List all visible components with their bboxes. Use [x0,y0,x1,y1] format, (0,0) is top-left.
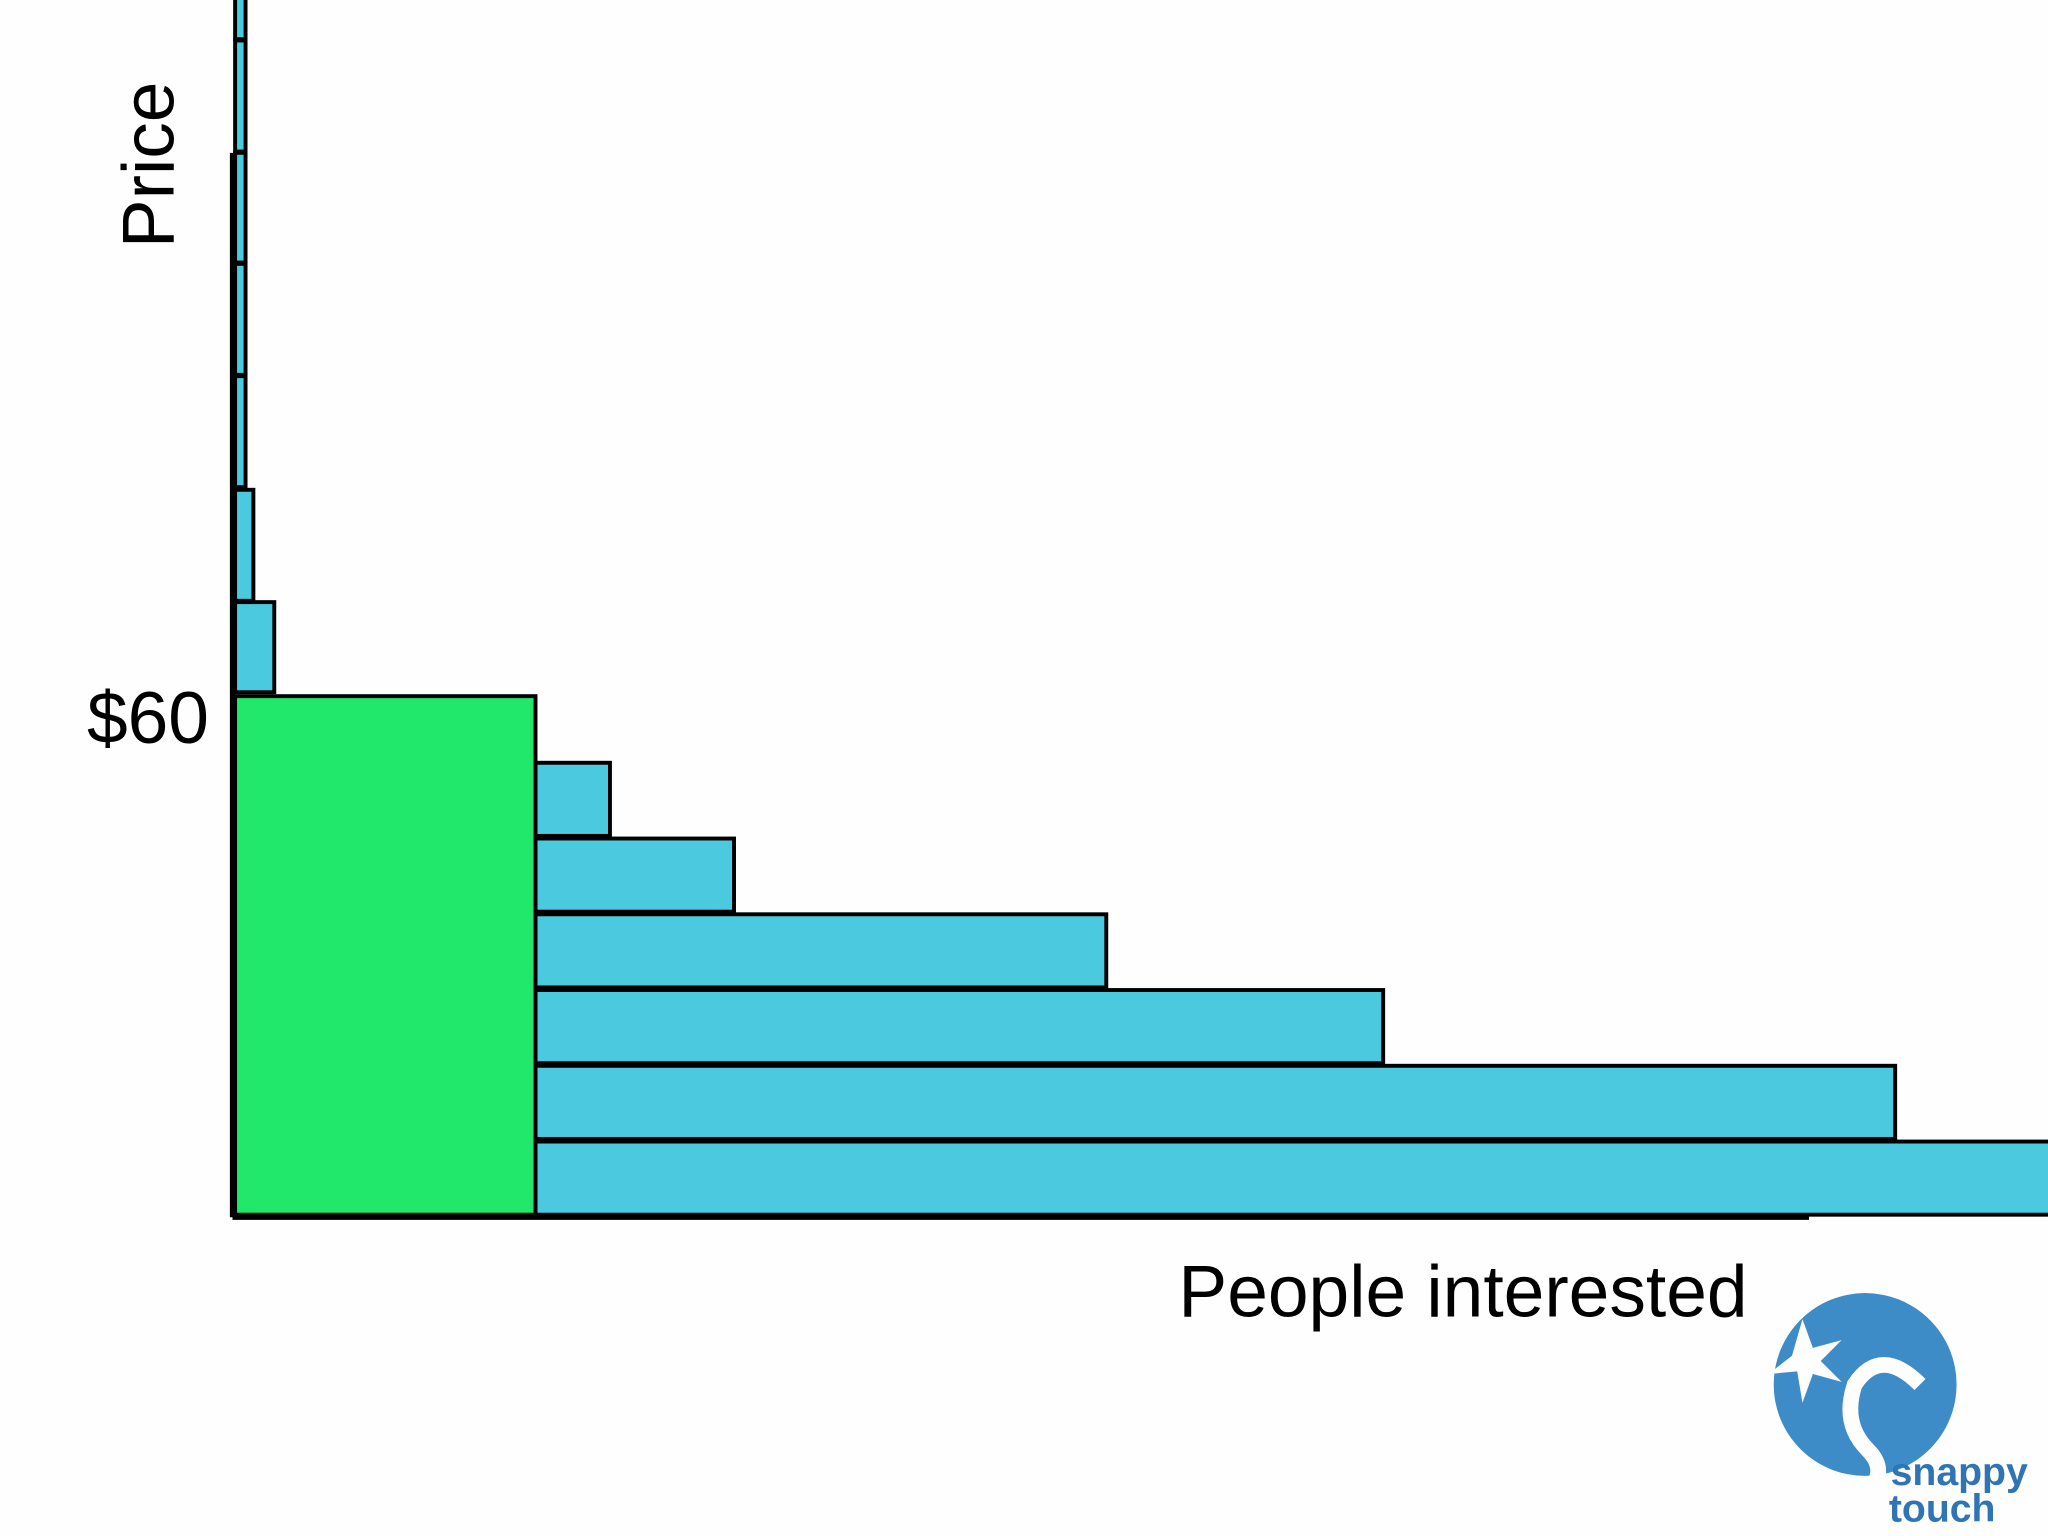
bar [533,760,612,838]
x-axis-label: People interested [1178,1252,1747,1333]
y-tick-label: $60 [87,678,209,759]
logo-circle [1773,1293,1957,1476]
bar [233,374,248,490]
bar [233,487,256,603]
logo-text: snappy [1891,1451,2028,1494]
logo-text: touch [1889,1488,1996,1531]
bar [233,150,248,265]
bar [233,261,248,377]
y-axis-label: Price [109,82,190,249]
bar [533,1139,2048,1217]
logo: snappy touch [1768,1293,2028,1531]
bar [233,600,277,695]
logo-star [1768,1319,1842,1403]
bar [533,836,736,914]
logo-swirl [1817,1357,1926,1514]
bar [233,38,248,154]
highlight-bar [233,694,538,1217]
bar [533,988,1386,1066]
chart: Price People interested snappy touch $60 [87,0,2048,1531]
bar [533,1063,1898,1141]
bar [533,912,1109,990]
bar [233,0,248,42]
